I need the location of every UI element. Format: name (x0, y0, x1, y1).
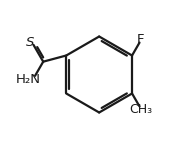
Text: S: S (26, 36, 35, 49)
Text: H₂N: H₂N (16, 73, 41, 86)
Text: CH₃: CH₃ (130, 103, 153, 116)
Text: F: F (137, 33, 144, 46)
